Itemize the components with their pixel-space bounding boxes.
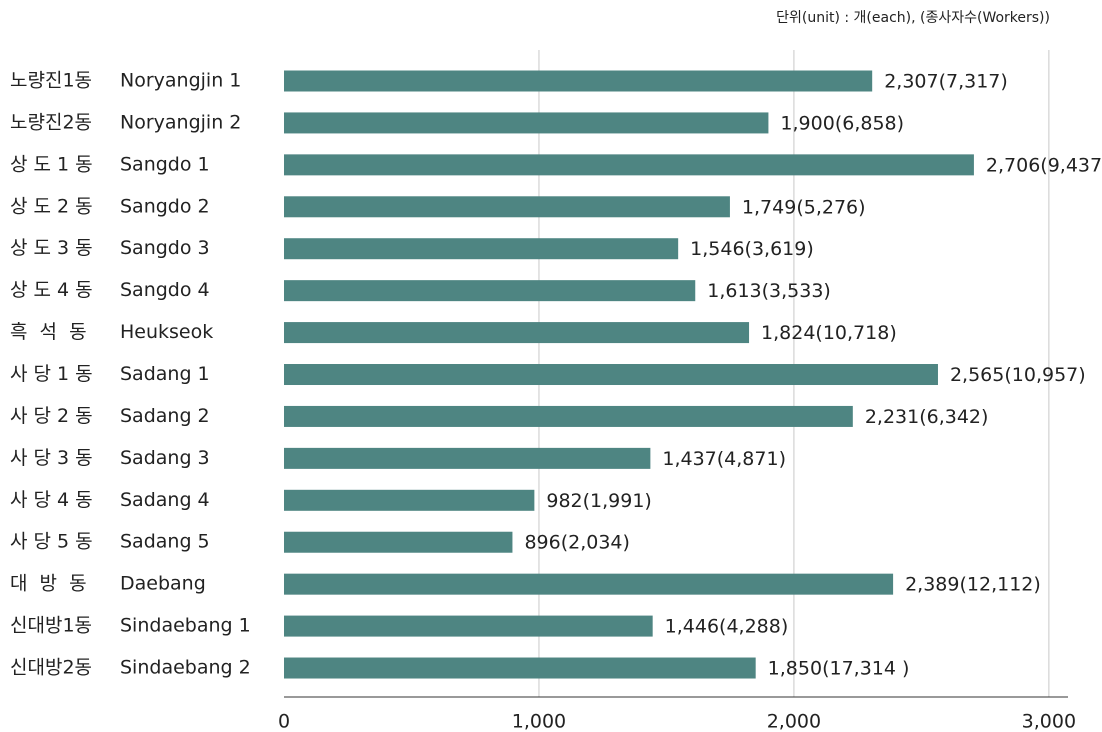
- category-label: 상 도 2 동: [10, 195, 93, 217]
- category-label-en: Noryangjin 1: [120, 70, 241, 92]
- value-label: 1,437(4,871): [662, 448, 786, 470]
- category-label: 상 도 1 동: [10, 153, 93, 175]
- category-label: 사 당 2 동: [10, 405, 93, 427]
- value-label: 896(2,034): [524, 532, 629, 554]
- bar: [284, 531, 513, 553]
- category-label-en: Sadang 5: [120, 531, 210, 553]
- category-label-en: Sangdo 2: [120, 195, 210, 217]
- category-label-en: Sindaebang 1: [120, 615, 251, 637]
- category-label-en: Sangdo 4: [120, 279, 210, 301]
- value-label: 1,900(6,858): [780, 112, 904, 134]
- bar: [284, 573, 894, 595]
- category-label-en: Sindaebang 2: [120, 657, 251, 679]
- bar: [284, 322, 750, 344]
- bar: [284, 280, 696, 302]
- bar: [284, 405, 853, 427]
- value-label: 1,446(4,288): [665, 616, 789, 638]
- bar: [284, 489, 535, 511]
- value-label: 1,824(10,718): [761, 322, 897, 344]
- unit-note: 단위(unit) : 개(each), (종사자수(Workers)): [776, 10, 1050, 26]
- category-label: 노량진1동: [10, 70, 92, 92]
- category-label: 신대방2동: [10, 657, 92, 679]
- category-label-en: Sadang 1: [120, 363, 210, 385]
- x-tick-label: 2,000: [767, 711, 821, 732]
- category-label: 신대방1동: [10, 615, 92, 637]
- category-label: 노량진2동: [10, 111, 92, 133]
- value-label: 2,706(9,437): [986, 154, 1102, 176]
- category-label: 사 당 1 동: [10, 363, 93, 385]
- category-label: 사 당 4 동: [10, 489, 93, 511]
- bar: [284, 364, 938, 386]
- category-label-en: Sadang 3: [120, 447, 210, 469]
- bar: [284, 70, 873, 92]
- category-label-en: Noryangjin 2: [120, 111, 241, 133]
- category-label-en: Sadang 4: [120, 489, 210, 511]
- bar: [284, 615, 653, 637]
- value-label: 2,565(10,957): [950, 364, 1086, 386]
- value-label: 982(1,991): [546, 490, 651, 512]
- category-label: 흑 석 동: [10, 321, 87, 343]
- bar: [284, 447, 651, 469]
- category-label-en: Sadang 2: [120, 405, 210, 427]
- category-label: 상 도 3 동: [10, 237, 93, 259]
- value-label: 1,546(3,619): [690, 238, 814, 260]
- x-tick-label: 3,000: [1022, 711, 1076, 732]
- category-label-en: Daebang: [120, 573, 206, 595]
- bar: [284, 154, 974, 176]
- value-label: 2,389(12,112): [905, 574, 1041, 596]
- category-label-en: Heukseok: [120, 321, 213, 343]
- bar: [284, 196, 730, 218]
- category-label: 대 방 동: [10, 573, 87, 595]
- category-label: 상 도 4 동: [10, 279, 93, 301]
- value-label: 2,307(7,317): [884, 71, 1008, 93]
- value-label: 1,613(3,533): [707, 280, 831, 302]
- category-label-en: Sangdo 1: [120, 153, 210, 175]
- category-label: 사 당 3 동: [10, 447, 93, 469]
- x-tick-label: 1,000: [512, 711, 566, 732]
- category-label-en: Sangdo 3: [120, 237, 210, 259]
- category-label: 사 당 5 동: [10, 531, 93, 553]
- x-tick-label: 0: [278, 711, 290, 732]
- value-label: 1,850(17,314 ): [768, 658, 910, 680]
- bar: [284, 238, 679, 260]
- bar: [284, 112, 769, 134]
- bar: [284, 657, 756, 679]
- value-label: 1,749(5,276): [742, 196, 866, 218]
- value-label: 2,231(6,342): [865, 406, 989, 428]
